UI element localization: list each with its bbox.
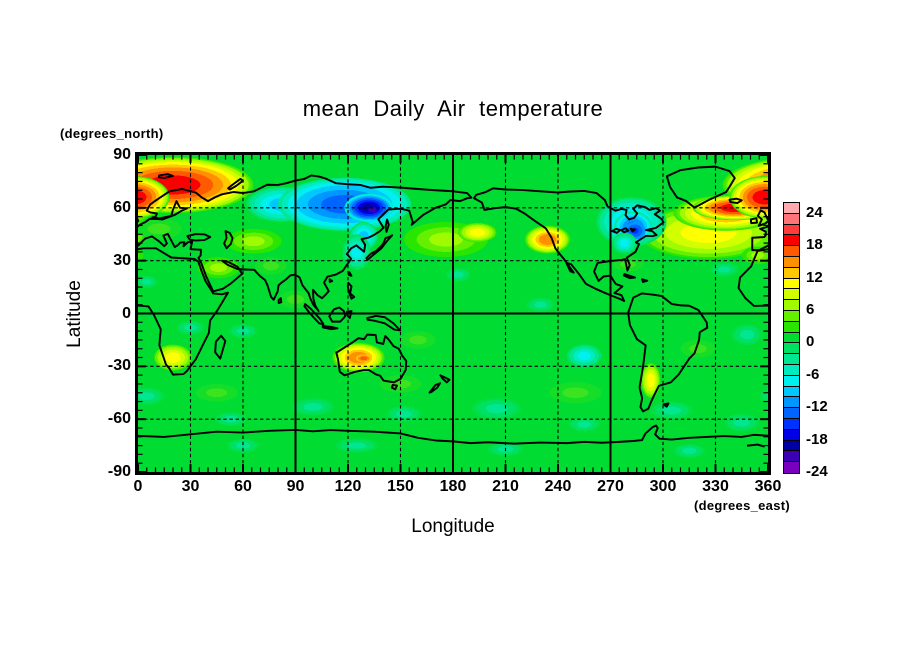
colorbar-label--12: -12 (806, 398, 828, 416)
x-tick-label-150: 150 (387, 478, 414, 495)
coastline-black-sea (186, 233, 212, 242)
coastlines (737, 209, 768, 437)
coastline-british-isles (749, 209, 768, 227)
y-tick-label-30: 30 (113, 251, 131, 269)
x-tick-label-330: 330 (702, 478, 729, 495)
coastline-new-guinea (366, 314, 402, 332)
colorbar-label-24: 24 (806, 203, 823, 221)
coastline-great-lakes (611, 227, 636, 234)
coastline-svalbard (157, 173, 174, 180)
x-axis-title: Longitude (411, 516, 495, 537)
coastline-caspian-sea (223, 230, 234, 250)
coastline-australia (335, 333, 408, 391)
colorbar-cell--22-to--24 (783, 461, 800, 474)
coastline-north-america (473, 187, 665, 302)
x-tick-label-90: 90 (286, 478, 305, 495)
anomaly-mild-patch (549, 382, 602, 404)
anomaly-mild-patch (680, 339, 716, 358)
coastline-antarctica (138, 424, 768, 448)
anomaly-cool-patch (229, 324, 257, 339)
anomaly-central-asia-warm (225, 228, 282, 254)
anomaly-cool-patch (292, 398, 334, 416)
anomaly-cool-patch (446, 267, 471, 282)
y-tick-label--60: -60 (107, 410, 131, 428)
anomaly-cool-patch (138, 275, 158, 288)
y-tick-label-90: 90 (113, 146, 131, 163)
colorbar-label-0: 0 (806, 333, 815, 351)
contour-map (138, 155, 768, 472)
coastline-iceland (728, 197, 743, 205)
coastline-greenland (665, 165, 736, 209)
colorbar-label-18: 18 (806, 236, 823, 254)
x-tick-label-30: 30 (181, 478, 200, 495)
x-tick-label-120: 120 (334, 478, 362, 495)
x-axis-unit-label: (degrees_east) (694, 498, 790, 513)
anomaly-us-west-coast-warm (524, 225, 571, 254)
coastline-cuba (623, 273, 649, 283)
anomaly-australia-warm-core (355, 354, 372, 363)
x-tick-label-240: 240 (544, 478, 572, 495)
y-tick-label-0: 0 (122, 304, 131, 322)
anomaly-cool-patch (227, 438, 259, 453)
x-tick-label-0: 0 (133, 478, 143, 495)
coastline-madagascar (214, 334, 227, 360)
anomaly-great-lakes-cold-tail (612, 232, 637, 254)
colorbar-label--24: -24 (806, 463, 828, 480)
anomaly-siberia-cold-core (344, 193, 394, 222)
coastline-japan (365, 218, 394, 261)
anomaly-cool-patch (766, 278, 768, 286)
anomaly-north-pacific-warm-core (458, 222, 497, 243)
coastline-taiwan-hainan (328, 271, 353, 283)
y-axis-unit-label: (degrees_north) (60, 126, 164, 141)
anomaly-europe-mild-warm (138, 218, 182, 240)
anomaly-india-mild-warm (255, 257, 287, 275)
colorbar-label--6: -6 (806, 365, 820, 383)
coastline-sri-lanka (277, 297, 283, 305)
x-tick-label-180: 180 (439, 478, 467, 495)
anomaly-mild-patch (195, 383, 238, 402)
anomaly-cool-patch (472, 398, 522, 420)
y-tick-label--30: -30 (107, 357, 131, 375)
anomaly-cool-patch (568, 417, 600, 432)
anomaly-cool-patch (386, 405, 422, 422)
y-tick-label--90: -90 (107, 463, 131, 480)
x-tick-label-60: 60 (234, 478, 252, 495)
x-tick-label-270: 270 (597, 478, 624, 495)
grid-lines-and-ticks (138, 155, 768, 472)
anomaly-cool-patch (731, 324, 763, 346)
y-tick-label-60: 60 (113, 198, 131, 216)
coastline-south-america (627, 292, 709, 413)
colorbar-label-6: 6 (806, 301, 815, 318)
x-tick-label-210: 210 (492, 478, 519, 495)
anomaly-cool-patch (673, 443, 705, 458)
anomaly-cool-patch (724, 413, 760, 432)
anomaly-mild-patch (400, 331, 436, 349)
chart-title: mean Daily Air temperature (302, 96, 604, 121)
coastline-africa (737, 248, 768, 307)
anomaly-cool-patch (710, 262, 739, 277)
anomaly-cool-patch (138, 387, 165, 406)
coastline-new-zealand (428, 374, 451, 394)
x-tick-label-300: 300 (649, 478, 677, 495)
coastline-africa (138, 247, 229, 376)
coastline-philippines (346, 281, 356, 300)
coastline-eurasia (138, 174, 473, 313)
colorbar (783, 202, 800, 474)
temperature-anomaly-layer (138, 156, 768, 458)
colorbar-label-12: 12 (806, 268, 823, 286)
anomaly-south-africa-warm (153, 344, 193, 371)
colorbar-label--18: -18 (806, 430, 828, 448)
anomaly-cool-patch (650, 401, 693, 420)
anomaly-chile-coast-cold (566, 344, 602, 368)
anomaly-argentina-warm (641, 362, 661, 399)
coastlines (138, 165, 768, 448)
anomaly-cool-patch (526, 297, 555, 312)
y-axis-title: Latitude (64, 280, 85, 348)
coastline-indonesia (303, 303, 353, 331)
map-plot-area (135, 152, 771, 475)
anomaly-cool-patch (335, 438, 378, 453)
x-tick-label-360: 360 (754, 478, 782, 495)
